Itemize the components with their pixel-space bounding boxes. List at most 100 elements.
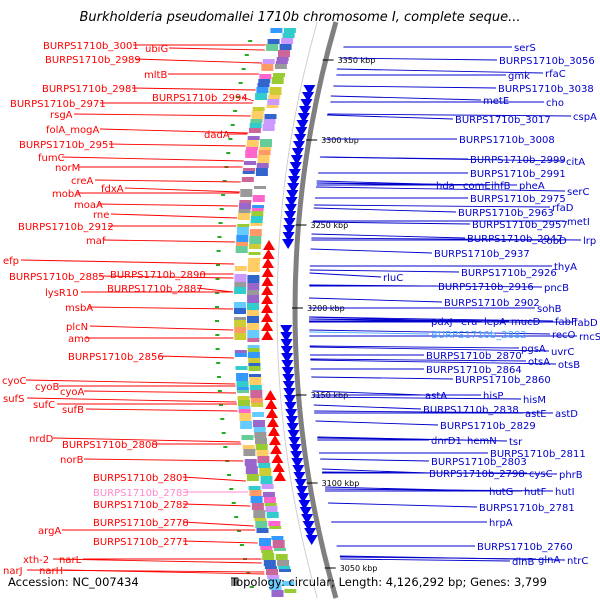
gene-label: BURPS1710b_2912 [18, 222, 114, 233]
feature-block [274, 64, 287, 69]
leader-line [319, 156, 565, 162]
leader-line [182, 540, 258, 544]
forward-gene-arrow [269, 435, 281, 445]
gene-label: mltB [144, 70, 167, 81]
forward-gene-arrow [261, 321, 274, 331]
feature-block [238, 209, 251, 213]
feature-block [234, 287, 247, 290]
gene-label: cyoB [35, 382, 60, 393]
gene-label: BURPS1710b_2947 [467, 234, 563, 245]
leader-line [241, 96, 255, 102]
reverse-gene-arrow [287, 430, 300, 440]
feature-block [236, 242, 248, 246]
feature-block [255, 521, 268, 528]
feature-block [250, 216, 263, 220]
leader-line [313, 207, 457, 213]
reverse-gene-arrow [295, 127, 308, 137]
marker-dot [215, 320, 219, 322]
feature-block [243, 449, 256, 456]
leader-line [310, 248, 433, 254]
marker-dot [241, 68, 246, 70]
gene-label: otsB [558, 360, 580, 371]
gene-label: BURPS1710b_2781 [479, 503, 575, 514]
forward-gene-arrow [262, 249, 275, 259]
feature-block [260, 546, 273, 550]
gene-label: BURPS1710b_2771 [93, 537, 189, 548]
feature-block [274, 548, 286, 551]
marker-dot [219, 208, 224, 210]
gene-label: era [461, 317, 477, 328]
gene-label: folA_mogA [46, 125, 99, 136]
leader-line [157, 355, 235, 359]
gene-label: metE [483, 96, 509, 107]
feature-block [260, 476, 273, 484]
gene-label: BURPS1710b_2803 [431, 457, 527, 468]
reverse-gene-arrow [291, 458, 304, 468]
forward-gene-arrow [261, 294, 274, 304]
feature-block [253, 510, 266, 518]
leader-line [339, 555, 566, 561]
leader-line [89, 325, 234, 331]
feature-block [251, 211, 264, 216]
forward-gene-arrow [263, 240, 275, 250]
leader-line [309, 284, 543, 288]
position-label: 3300 kbp [321, 136, 359, 145]
forward-gene-arrow [261, 312, 273, 322]
marker-dot [219, 404, 223, 406]
gene-label: amo [68, 334, 90, 345]
feature-block [247, 323, 260, 330]
gene-label: hutG [489, 487, 513, 498]
gene-label: BURPS1710b_2890 [110, 270, 206, 281]
feature-block [251, 111, 264, 119]
gene-label: cobD [541, 236, 567, 247]
feature-block [284, 589, 297, 593]
position-label: 3150 kbp [311, 391, 349, 400]
feature-block [255, 444, 268, 450]
feature-block [237, 224, 250, 227]
gene-label: glnA [538, 555, 560, 566]
leader-line [85, 408, 238, 412]
gene-label: rncS [579, 332, 600, 343]
gene-label: metI [567, 217, 590, 228]
feature-block [265, 506, 278, 512]
leader-line [309, 316, 554, 322]
gene-label: pheA [519, 181, 545, 192]
reverse-gene-arrow [281, 367, 294, 377]
feature-block [247, 303, 259, 310]
feature-block [282, 581, 295, 586]
leader-line [339, 57, 498, 61]
feature-block [237, 390, 250, 393]
reverse-gene-arrow [300, 99, 313, 109]
feature-block [268, 579, 281, 582]
reverse-gene-arrow [302, 521, 315, 531]
feature-block [238, 409, 251, 413]
feature-block [250, 398, 263, 403]
marker-dot [216, 250, 221, 252]
feature-block [253, 420, 265, 427]
gene-label: dadA [204, 130, 230, 141]
gene-label: pgsA [521, 344, 546, 355]
feature-block [278, 50, 290, 57]
gene-label: BURPS1710b_2951 [19, 140, 115, 151]
gene-label: mobA [52, 189, 81, 200]
feature-block [249, 385, 262, 390]
feature-block [247, 345, 260, 348]
feature-block [261, 484, 274, 489]
feature-block [259, 538, 271, 546]
leader-line [26, 397, 237, 403]
gene-label: BURPS1710b_2994 [152, 93, 248, 104]
feature-block [275, 554, 288, 560]
forward-gene-arrow [261, 303, 273, 313]
marker-dot [215, 334, 220, 336]
gene-label: BURPS1710b_3038 [498, 84, 594, 95]
reverse-gene-arrow [282, 239, 295, 249]
gene-label: uvrC [551, 347, 574, 358]
gene-label: BURPS1710b_2783 [93, 488, 189, 499]
reverse-gene-arrow [283, 395, 296, 405]
feature-block [235, 366, 248, 370]
gene-label: rfaC [545, 69, 566, 80]
leader-line [88, 306, 234, 310]
leader-line [309, 318, 510, 322]
reverse-gene-arrow [288, 176, 300, 186]
